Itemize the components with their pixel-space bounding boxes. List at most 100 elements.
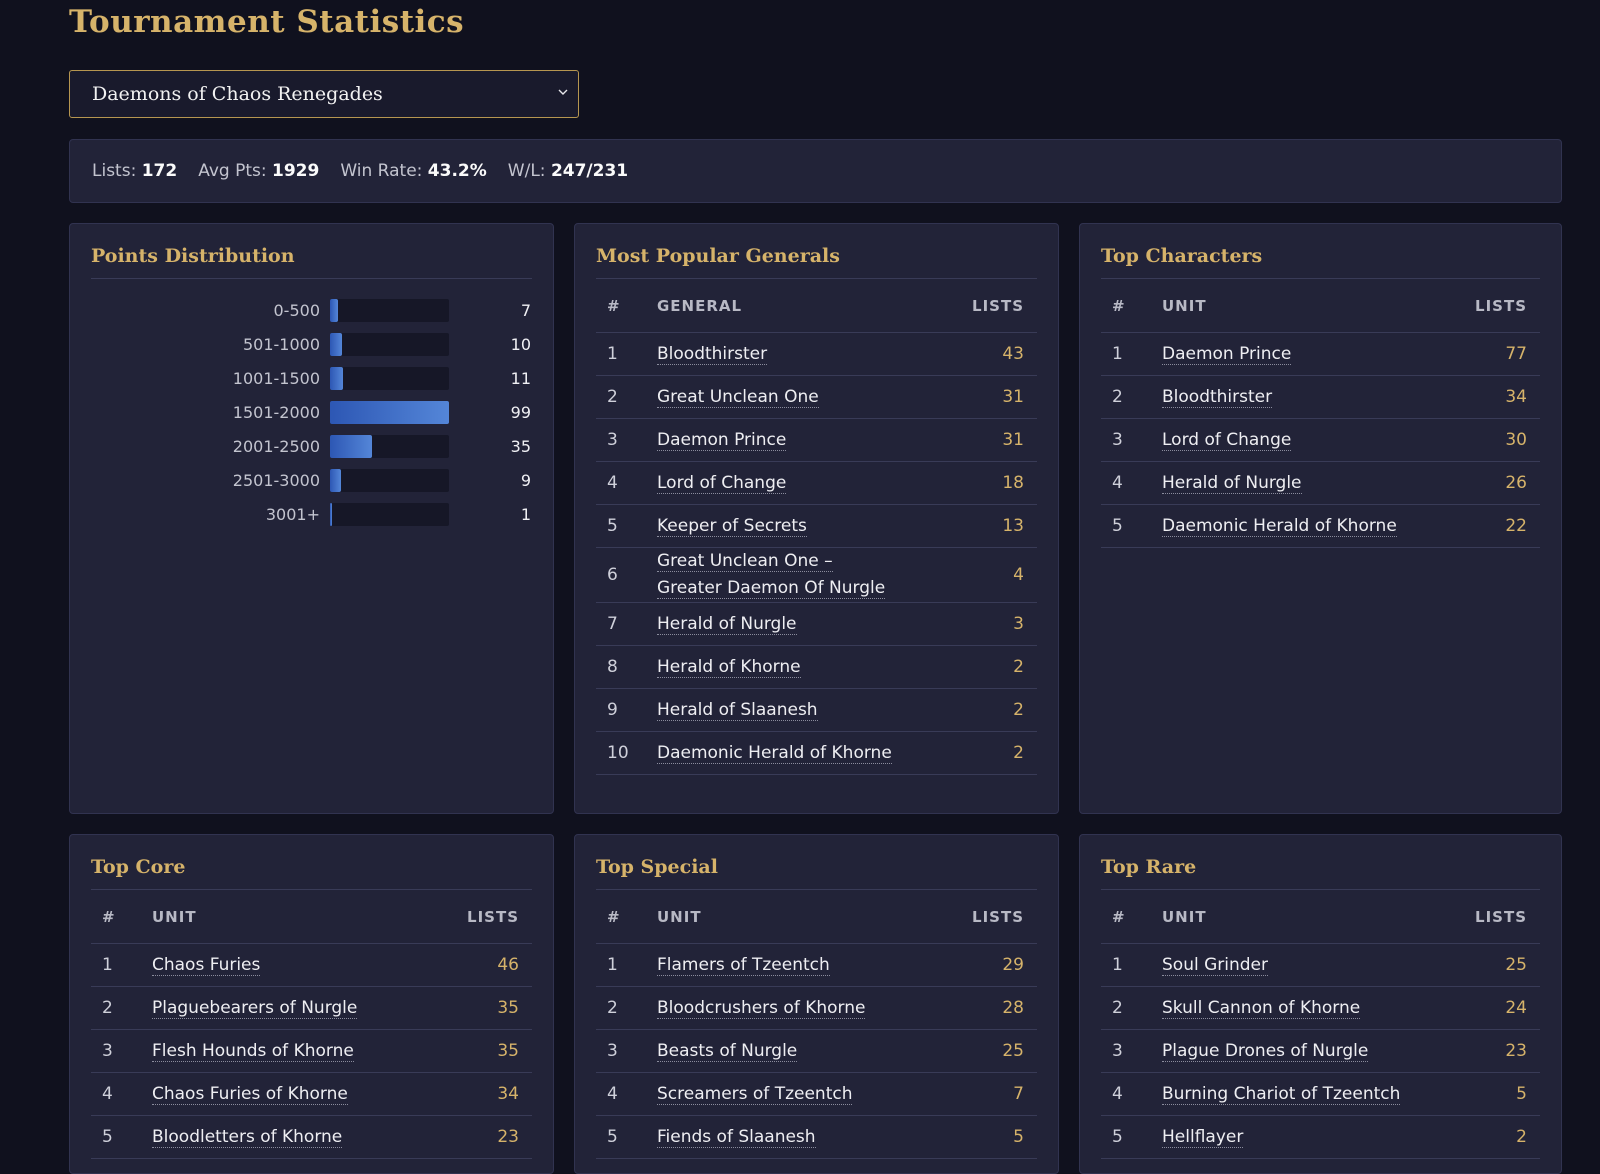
table-row: 6 Great Unclean One – Greater Daemon Of N…	[596, 547, 1037, 603]
row-count: 22	[1458, 504, 1540, 548]
faction-select[interactable]: Daemons of Chaos Renegades	[69, 70, 579, 118]
unit-link[interactable]: Plaguebearers of Nurgle	[152, 997, 358, 1019]
table-row: 1 Chaos Furies 46	[91, 943, 532, 987]
panel-title: Top Rare	[1101, 855, 1540, 890]
characters-table: # UNIT LISTS 1 Daemon Prince 77 2 Bloodthirs…	[1101, 279, 1540, 548]
table-row: 3 Beasts of Nurgle 25	[596, 1029, 1037, 1073]
row-name-cell: Great Unclean One – Greater Daemon Of Nu…	[657, 547, 957, 603]
row-rank: 4	[1101, 461, 1162, 505]
table-row: 2 Bloodcrushers of Khorne 28	[596, 986, 1037, 1030]
unit-link[interactable]: Herald of Nurgle	[1162, 472, 1302, 494]
unit-link[interactable]: Flesh Hounds of Khorne	[152, 1040, 354, 1062]
table-row: 1 Flamers of Tzeentch 29	[596, 943, 1037, 987]
unit-link[interactable]: Daemonic Herald of Khorne	[657, 742, 892, 764]
row-name-cell: Burning Chariot of Tzeentch	[1162, 1072, 1460, 1116]
unit-link[interactable]: Herald of Slaanesh	[657, 699, 818, 721]
distribution-value: 7	[520, 300, 531, 320]
row-count: 2	[956, 688, 1037, 732]
col-rank: #	[91, 890, 152, 944]
col-name: UNIT	[657, 890, 947, 944]
unit-link[interactable]: Screamers of Tzeentch	[657, 1083, 853, 1105]
unit-link[interactable]: Herald of Khorne	[657, 656, 801, 678]
row-name-cell: Herald of Khorne	[657, 645, 957, 689]
row-count: 4	[956, 547, 1037, 603]
row-count: 77	[1458, 332, 1540, 376]
stat-avg-pts: Avg Pts: 1929	[198, 161, 320, 181]
unit-link[interactable]: Chaos Furies	[152, 954, 261, 976]
unit-link[interactable]: Daemonic Herald of Khorne	[1162, 515, 1397, 537]
row-name-cell: Herald of Nurgle	[657, 602, 957, 646]
row-name-cell: Bloodcrushers of Khorne	[657, 986, 947, 1030]
row-rank: 4	[1101, 1072, 1162, 1116]
unit-link[interactable]: Bloodthirster	[1162, 386, 1273, 408]
table-row: 2 Skull Cannon of Khorne 24	[1101, 986, 1540, 1030]
row-count: 25	[1459, 943, 1540, 987]
row-rank: 3	[91, 1029, 152, 1073]
row-count: 28	[946, 986, 1037, 1030]
unit-link[interactable]: Great Unclean One	[657, 386, 819, 408]
distribution-label: 1501-2000	[232, 402, 320, 422]
unit-link[interactable]: Daemon Prince	[1162, 343, 1292, 365]
row-rank: 1	[1101, 943, 1162, 987]
row-count: 30	[1458, 418, 1540, 462]
row-name-cell: Daemon Prince	[657, 418, 957, 462]
unit-link[interactable]: Chaos Furies of Khorne	[152, 1083, 348, 1105]
unit-link[interactable]: Great Unclean One – Greater Daemon Of Nu…	[657, 551, 886, 599]
row-count: 29	[946, 943, 1037, 987]
unit-link[interactable]: Bloodletters of Khorne	[152, 1126, 343, 1148]
row-name-cell: Daemonic Herald of Khorne	[657, 731, 957, 775]
table-row: 2 Bloodthirster 34	[1101, 375, 1540, 419]
distribution-value: 11	[510, 368, 531, 388]
unit-link[interactable]: Herald of Nurgle	[657, 613, 797, 635]
row-name-cell: Lord of Change	[657, 461, 957, 505]
distribution-track	[330, 434, 449, 458]
row-name-cell: Daemonic Herald of Khorne	[1162, 504, 1459, 548]
unit-link[interactable]: Lord of Change	[1162, 429, 1292, 451]
unit-link[interactable]: Daemon Prince	[657, 429, 787, 451]
unit-link[interactable]: Bloodthirster	[657, 343, 768, 365]
row-rank: 1	[596, 943, 657, 987]
row-name-cell: Bloodthirster	[657, 332, 957, 376]
row-count: 26	[1458, 461, 1540, 505]
unit-link[interactable]: Plague Drones of Nurgle	[1162, 1040, 1369, 1062]
distribution-bar	[330, 298, 339, 322]
unit-link[interactable]: Skull Cannon of Khorne	[1162, 997, 1361, 1019]
unit-link[interactable]: Bloodcrushers of Khorne	[657, 997, 866, 1019]
row-count: 2	[956, 731, 1037, 775]
unit-link[interactable]: Beasts of Nurgle	[657, 1040, 798, 1062]
unit-link[interactable]: Burning Chariot of Tzeentch	[1162, 1083, 1401, 1105]
row-count: 23	[440, 1115, 532, 1159]
row-count: 23	[1459, 1029, 1540, 1073]
row-name-cell: Keeper of Secrets	[657, 504, 957, 548]
row-rank: 3	[1101, 1029, 1162, 1073]
row-name-cell: Soul Grinder	[1162, 943, 1460, 987]
unit-link[interactable]: Keeper of Secrets	[657, 515, 807, 537]
row-count: 35	[440, 1029, 532, 1073]
row-rank: 2	[596, 375, 657, 419]
unit-link[interactable]: Fiends of Slaanesh	[657, 1126, 816, 1148]
row-count: 3	[956, 602, 1037, 646]
unit-link[interactable]: Lord of Change	[657, 472, 787, 494]
row-name-cell: Chaos Furies of Khorne	[152, 1072, 441, 1116]
distribution-row: 3001+ 1	[91, 497, 532, 531]
distribution-label: 0-500	[273, 300, 321, 320]
distribution-row: 1001-1500 11	[91, 361, 532, 395]
summary-bar: Lists: 172 Avg Pts: 1929 Win Rate: 43.2%…	[69, 139, 1562, 203]
page-title: Tournament Statistics	[69, 4, 465, 40]
distribution-bar	[330, 434, 373, 458]
row-name-cell: Skull Cannon of Khorne	[1162, 986, 1460, 1030]
distribution-value: 10	[510, 334, 531, 354]
unit-link[interactable]: Soul Grinder	[1162, 954, 1268, 976]
special-panel: Top Special # UNIT LISTS 1 Flamers of Tze…	[574, 834, 1059, 1174]
distribution-value: 35	[510, 436, 531, 456]
table-row: 4 Burning Chariot of Tzeentch 5	[1101, 1072, 1540, 1116]
col-count: LISTS	[956, 279, 1037, 333]
unit-link[interactable]: Hellflayer	[1162, 1126, 1244, 1148]
unit-link[interactable]: Flamers of Tzeentch	[657, 954, 830, 976]
table-row: 7 Herald of Nurgle 3	[596, 602, 1037, 646]
table-row: 4 Herald of Nurgle 26	[1101, 461, 1540, 505]
stat-lists: Lists: 172	[92, 161, 178, 181]
generals-table: # GENERAL LISTS 1 Bloodthirster 43 2 Great U…	[596, 279, 1037, 775]
col-name: GENERAL	[657, 279, 957, 333]
distribution-bar	[330, 468, 341, 492]
